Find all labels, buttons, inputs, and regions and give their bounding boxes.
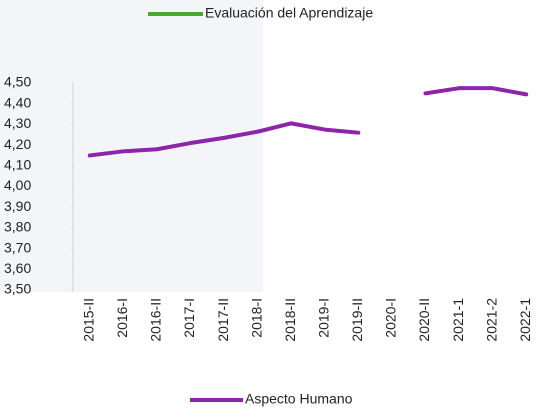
shaded-region	[0, 0, 263, 292]
legend-label: Evaluación del Aprendizaje	[205, 5, 373, 21]
y-tick-label: 3,80	[4, 219, 31, 235]
y-tick-label: 3,60	[4, 260, 31, 276]
x-tick-label: 2021-1	[450, 298, 466, 342]
x-tick-label: 2020-II	[416, 298, 432, 342]
x-tick-label: 2018-II	[282, 298, 298, 342]
y-tick-label: 3,90	[4, 198, 31, 214]
y-tick-label: 4,20	[4, 136, 31, 152]
y-tick-label: 4,50	[4, 74, 31, 90]
x-tick-label: 2020-I	[383, 298, 399, 338]
x-tick-label: 2022-1	[517, 298, 533, 342]
line-series	[87, 86, 529, 158]
legend-label: Aspecto Humano	[245, 391, 353, 407]
x-tick-label: 2017-I	[181, 298, 197, 338]
x-tick-label: 2018-I	[248, 298, 264, 338]
x-tick-label: 2016-I	[114, 298, 130, 338]
x-tick-label: 2015-II	[80, 298, 96, 342]
y-tick-label: 4,40	[4, 94, 31, 110]
y-tick-label: 4,10	[4, 157, 31, 173]
x-tick-label: 2016-II	[148, 298, 164, 342]
x-tick-label: 2019-II	[349, 298, 365, 342]
x-tick-label: 2021-2	[483, 298, 499, 342]
y-tick-label: 3,70	[4, 239, 31, 255]
x-tick-label: 2017-II	[215, 298, 231, 342]
y-tick-label: 3,50	[4, 281, 31, 297]
x-tick-label: 2019-I	[315, 298, 331, 338]
y-tick-label: 4,30	[4, 115, 31, 131]
y-tick-label: 4,00	[4, 177, 31, 193]
